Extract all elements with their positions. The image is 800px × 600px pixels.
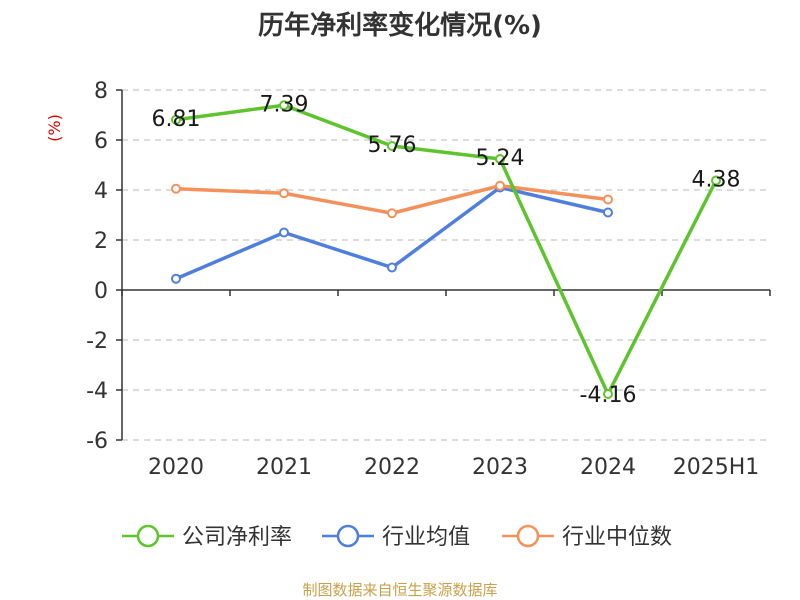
data-labels: 6.81 7.39 5.76 5.24 -4.16 4.38 <box>152 92 741 408</box>
data-point[interactable] <box>495 180 505 191</box>
data-point[interactable] <box>387 141 397 151</box>
data-label: 7.39 <box>260 92 309 117</box>
x-tick-label: 2023 <box>472 455 528 480</box>
data-label: 6.81 <box>152 107 201 132</box>
y-tick-label: 4 <box>94 179 108 204</box>
y-tick-label: 8 <box>94 79 108 104</box>
series-group <box>171 100 721 399</box>
data-point[interactable] <box>603 194 613 205</box>
data-label: 5.24 <box>476 146 525 171</box>
x-tick-label: 2024 <box>580 455 636 480</box>
x-axis-ticks: 2020 2021 2022 2023 2024 2025H1 <box>148 455 759 480</box>
legend-item[interactable]: 行业均值 <box>322 524 470 550</box>
legend: 公司净利率 行业均值 行业中位数 <box>122 524 672 550</box>
series-line <box>175 103 718 396</box>
chart-title: 历年净利率变化情况(%) <box>258 10 542 41</box>
grid-lines <box>122 89 770 441</box>
data-label: -4.16 <box>580 383 637 408</box>
legend-label: 公司净利率 <box>182 525 292 550</box>
y-tick-label: -6 <box>86 429 108 454</box>
x-tick-label: 2021 <box>256 455 312 480</box>
data-point[interactable] <box>279 227 289 238</box>
legend-marker <box>516 524 540 548</box>
legend-item[interactable]: 公司净利率 <box>122 524 292 550</box>
legend-label: 行业中位数 <box>562 525 672 550</box>
data-point[interactable] <box>171 273 181 284</box>
y-tick-label: 6 <box>94 129 108 154</box>
legend-label: 行业均值 <box>382 525 470 550</box>
data-label: 4.38 <box>692 168 741 193</box>
legend-marker <box>336 524 360 548</box>
y-tick-label: 0 <box>94 279 108 304</box>
y-tick-label: -2 <box>86 329 108 354</box>
x-tick-label: 2022 <box>364 455 420 480</box>
y-tick-label: -4 <box>86 379 108 404</box>
data-source-note: 制图数据来自恒生聚源数据库 <box>302 581 497 599</box>
y-axis-unit: (%) <box>45 114 64 142</box>
data-point[interactable] <box>279 188 289 199</box>
data-point[interactable] <box>387 262 397 273</box>
data-point[interactable] <box>495 154 505 164</box>
x-tick-label: 2020 <box>148 455 204 480</box>
data-point[interactable] <box>171 183 181 194</box>
data-point[interactable] <box>603 207 613 218</box>
data-point[interactable] <box>603 389 613 399</box>
legend-marker <box>136 524 160 548</box>
data-point[interactable] <box>171 114 181 125</box>
y-axis-ticks: 8 6 4 2 0 -2 -4 -6 <box>86 79 122 454</box>
legend-item[interactable]: 行业中位数 <box>502 524 672 550</box>
data-label: 5.76 <box>368 133 417 158</box>
data-point[interactable] <box>279 100 289 111</box>
y-tick-label: 2 <box>94 229 108 254</box>
x-tick-label: 2025H1 <box>673 455 760 480</box>
data-point[interactable] <box>387 208 397 219</box>
data-point[interactable] <box>711 175 721 186</box>
